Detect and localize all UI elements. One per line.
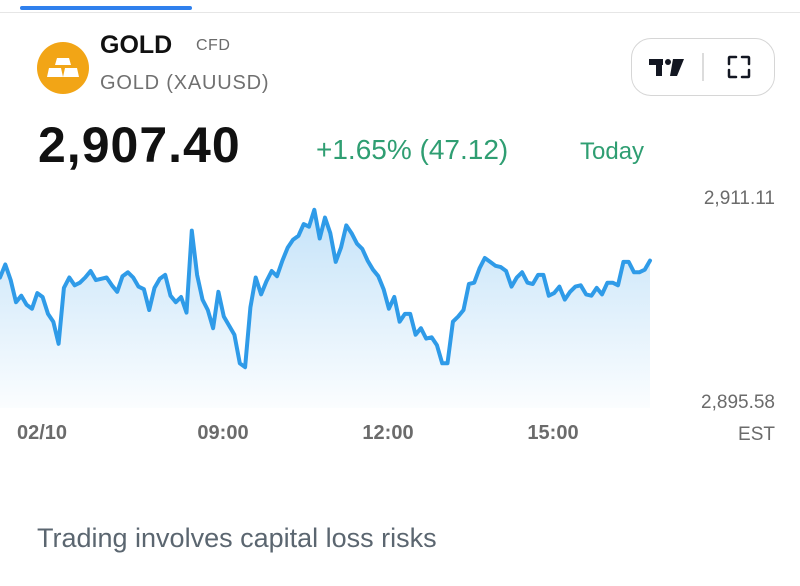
- fullscreen-button[interactable]: [704, 39, 774, 95]
- open-chart-button[interactable]: [632, 39, 702, 95]
- tradingview-logo-icon: [649, 59, 685, 76]
- current-price: 2,907.40: [38, 117, 241, 173]
- price-change: +1.65% (47.12): [316, 134, 509, 165]
- gold-bars-logo: [37, 42, 89, 94]
- timezone-label: EST: [738, 424, 775, 445]
- risk-disclaimer: Trading involves capital loss risks: [37, 523, 437, 553]
- x-axis-label-1200: 12:00: [362, 422, 413, 444]
- chart-toolbar: [631, 38, 775, 96]
- x-axis-label-date: 02/10: [17, 422, 67, 444]
- price-chart[interactable]: 2,911.11 2,895.58 02/10 09:00 12:00 15:0…: [0, 178, 800, 453]
- gold-bars-icon: [47, 58, 79, 77]
- instrument-subtitle: GOLD (XAUUSD): [100, 72, 270, 94]
- y-axis-max-label: 2,911.11: [704, 188, 775, 209]
- expand-icon: [727, 55, 751, 79]
- instrument-title: GOLD: [100, 31, 173, 59]
- active-tab-indicator: [20, 6, 192, 10]
- change-period: Today: [580, 138, 645, 165]
- instrument-type-badge: CFD: [196, 37, 231, 54]
- top-divider: [0, 12, 800, 13]
- price-line: [0, 207, 652, 370]
- toolbar-separator: [702, 53, 704, 81]
- y-axis-min-label: 2,895.58: [701, 392, 775, 413]
- x-axis-label-0900: 09:00: [197, 422, 248, 444]
- x-axis-label-1500: 15:00: [527, 422, 578, 444]
- price-area-fill: [0, 209, 650, 408]
